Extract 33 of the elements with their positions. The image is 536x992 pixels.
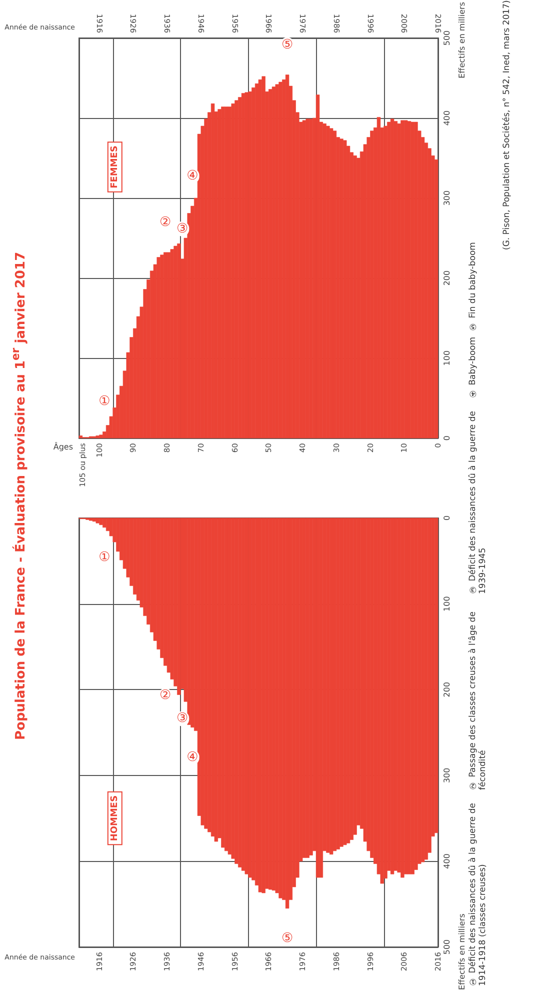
- y-tick-label: 500: [442, 939, 452, 955]
- text: (G. Pison, Population et Sociétés, n° 542, Ined, mars 2017): [502, 0, 512, 252]
- annotation: ①: [98, 394, 110, 410]
- text: ② Passage des classes creuses à l'âge de fécondité: [468, 610, 488, 790]
- annotation: ⑤: [281, 37, 294, 52]
- y-tick-label: 400: [442, 110, 452, 126]
- annotation: ③: [176, 221, 188, 236]
- y-tick-label: 100: [442, 350, 452, 366]
- annotation: ②: [160, 688, 172, 704]
- y-axis-title: Effectifs en milliers: [458, 2, 466, 78]
- annotation: ④: [186, 168, 198, 184]
- annotation: ⑤: [281, 930, 294, 946]
- text: ③ Déficit des naissances dû à la guerre de 1939-1945: [468, 410, 488, 594]
- y-tick-label: 400: [442, 854, 452, 869]
- y-tick-label: 300: [442, 190, 452, 206]
- text: ④ Baby-boom: [468, 336, 479, 398]
- text: FEMMES: [110, 146, 120, 188]
- y-tick-label: 0: [442, 515, 452, 521]
- x-axis-title: Âges: [53, 442, 73, 452]
- y-tick-label: 200: [442, 682, 452, 698]
- annotation: ①: [98, 550, 110, 565]
- annotation: ③: [176, 711, 188, 726]
- y-tick-label: 0: [442, 436, 452, 441]
- annotation: ④: [186, 750, 198, 765]
- y-tick-label: 100: [442, 596, 452, 612]
- text: ⑤ Fin du baby-boom: [468, 242, 479, 331]
- annotation: ②: [160, 214, 172, 230]
- text: ① Déficit des naissances dû à la guerre de 1914-1918 (classes creuses): [468, 802, 488, 986]
- y-tick-label: 200: [442, 270, 452, 286]
- y-axis-title: Effectifs en milliers: [458, 914, 466, 990]
- y-tick-label: 300: [442, 768, 452, 784]
- text: HOMMES: [110, 795, 120, 842]
- y-tick-label: 500: [442, 30, 452, 46]
